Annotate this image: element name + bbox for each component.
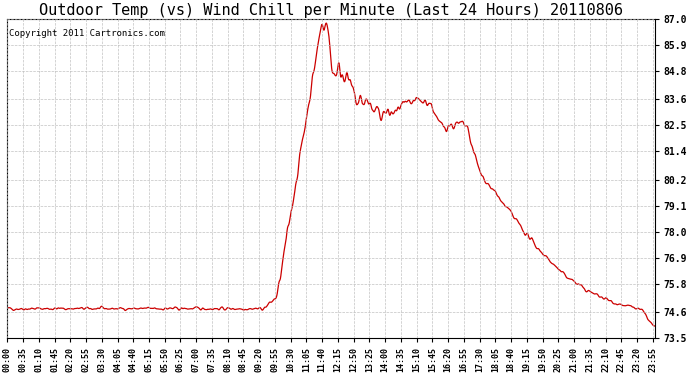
Title: Outdoor Temp (vs) Wind Chill per Minute (Last 24 Hours) 20110806: Outdoor Temp (vs) Wind Chill per Minute … [39, 3, 623, 18]
Text: Copyright 2011 Cartronics.com: Copyright 2011 Cartronics.com [9, 28, 165, 38]
